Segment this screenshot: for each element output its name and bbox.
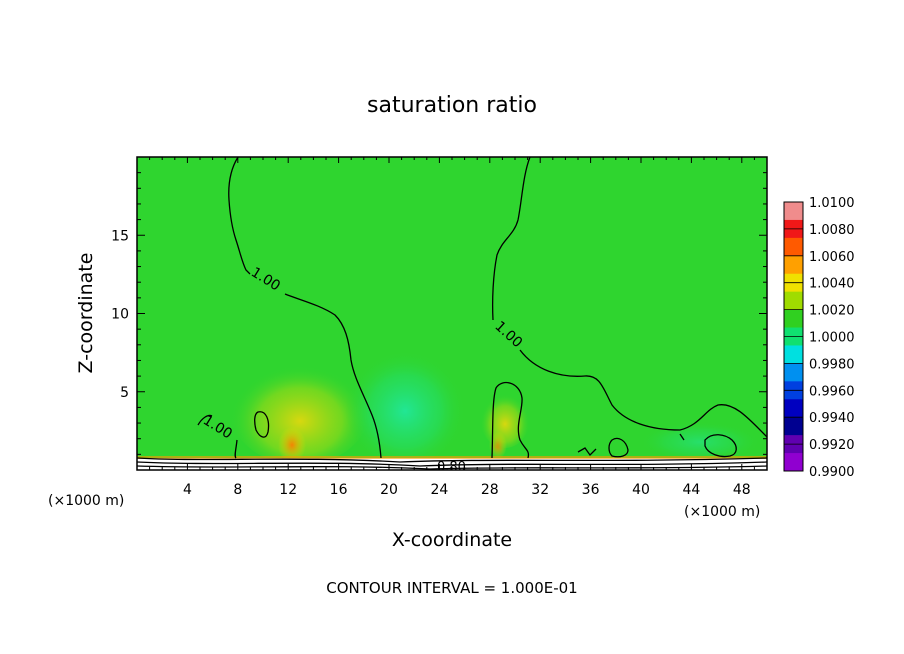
x-tick-label: 8 [233, 482, 242, 498]
colorbar-label: 0.9940 [809, 411, 855, 426]
contour-line [679, 433, 685, 441]
contour-line [228, 157, 382, 459]
cool-region [345, 345, 465, 465]
colorbar-swatch [784, 202, 803, 221]
x-tick-label: 40 [632, 482, 650, 498]
colorbar-label: 1.0000 [809, 331, 855, 346]
colorbar-label: 1.0020 [809, 304, 855, 319]
contour-label: 0.80 [437, 460, 466, 475]
y-tick-label: 5 [120, 385, 129, 401]
surface-band [137, 456, 767, 459]
x-tick-label: 44 [682, 482, 700, 498]
colorbar-label: 0.9960 [809, 384, 855, 399]
x-tick-label: 12 [279, 482, 297, 498]
contour-line [254, 411, 270, 438]
contour-lines [137, 157, 767, 470]
x-axis-label: X-coordinate [392, 529, 512, 551]
x-tick-label: 24 [430, 482, 448, 498]
contour-line [137, 461, 767, 467]
x-tick-label: 16 [330, 482, 348, 498]
y-axis: 5 10 15 [111, 172, 767, 455]
x-axis: 4 8 12 16 20 24 28 32 36 40 44 48 [149, 157, 755, 498]
contour-interval-note: CONTOUR INTERVAL = 1.000E-01 [326, 579, 577, 597]
x-tick-label: 32 [531, 482, 549, 498]
hot-spot [278, 427, 306, 463]
y-axis-label: Z-coordinate [75, 253, 97, 374]
colorbar-swatch [784, 363, 803, 382]
colorbar-swatch [784, 309, 803, 329]
colorbar-label: 0.9980 [809, 357, 855, 372]
colorbar-swatch [784, 453, 803, 472]
x-unit-left: (×1000 m) [48, 493, 124, 509]
contour-line [577, 447, 597, 457]
y-tick-label: 15 [111, 228, 129, 244]
contour-line [197, 414, 238, 459]
colorbar-label: 1.0040 [809, 277, 855, 292]
chart-title: saturation ratio [367, 93, 537, 118]
contour-line [137, 465, 767, 470]
x-tick-label: 28 [481, 482, 499, 498]
colorbar-swatch [784, 237, 803, 257]
y-tick-label: 10 [111, 307, 129, 323]
contour-line [608, 437, 629, 458]
colorbar-label: 1.0060 [809, 250, 855, 265]
colorbar-swatch [784, 255, 803, 275]
colorbar-swatch [784, 291, 803, 311]
contour-line [491, 157, 767, 438]
contour-line [491, 381, 530, 459]
colorbar-swatch [784, 399, 803, 418]
colorbar: 1.0100 1.0080 1.0060 1.0040 1.0020 1.0000 0.99… [783, 196, 855, 480]
colorbar-swatch [784, 345, 803, 364]
x-tick-label: 36 [582, 482, 600, 498]
contour-line [704, 434, 737, 458]
colorbar-label: 1.0080 [809, 223, 855, 238]
x-tick-label: 48 [733, 482, 751, 498]
colorbar-label: 0.9900 [809, 465, 855, 480]
x-tick-label: 4 [183, 482, 192, 498]
cool-region [640, 420, 760, 460]
x-tick-label: 20 [380, 482, 398, 498]
colorbar-label: 0.9920 [809, 438, 855, 453]
colorbar-swatch [784, 417, 803, 436]
colorbar-label: 1.0100 [809, 196, 855, 211]
contour-line [137, 457, 767, 463]
x-unit-right: (×1000 m) [684, 504, 760, 520]
heatmap-field: 1.00 1.00 1.00 0.80 [137, 157, 767, 475]
